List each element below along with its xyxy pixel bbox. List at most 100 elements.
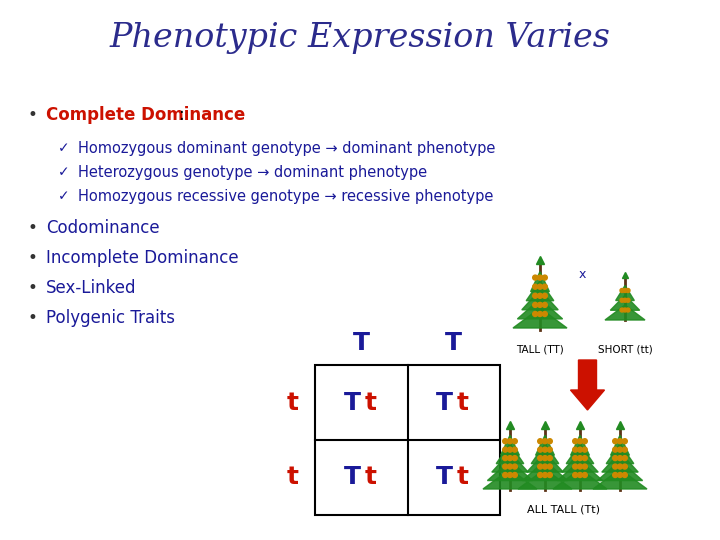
Circle shape [513, 472, 517, 477]
Text: ALL TALL (Tt): ALL TALL (Tt) [527, 505, 600, 515]
Circle shape [542, 464, 547, 469]
Circle shape [508, 456, 513, 461]
Polygon shape [602, 452, 638, 472]
Text: ✓: ✓ [58, 141, 70, 155]
Circle shape [623, 308, 627, 312]
Polygon shape [496, 444, 523, 464]
Circle shape [513, 447, 517, 452]
Circle shape [542, 275, 547, 280]
Circle shape [533, 312, 538, 316]
Text: Sex-Linked: Sex-Linked [46, 279, 137, 297]
Polygon shape [611, 435, 629, 455]
Circle shape [533, 275, 538, 280]
Circle shape [503, 447, 508, 452]
Circle shape [513, 438, 517, 444]
Circle shape [547, 456, 552, 461]
Circle shape [613, 438, 618, 444]
Circle shape [547, 472, 552, 477]
Text: •: • [28, 219, 38, 237]
Circle shape [582, 456, 588, 461]
Polygon shape [487, 461, 533, 481]
Circle shape [542, 284, 547, 289]
Text: t: t [456, 465, 469, 489]
Text: t: t [287, 465, 299, 489]
Polygon shape [593, 469, 647, 489]
Polygon shape [553, 469, 607, 489]
Text: Polygenic Traits: Polygenic Traits [46, 309, 175, 327]
Circle shape [538, 472, 543, 477]
Polygon shape [571, 435, 590, 455]
Text: Phenotypic Expression Varies: Phenotypic Expression Varies [109, 22, 611, 54]
Circle shape [626, 298, 630, 302]
Circle shape [582, 464, 588, 469]
Circle shape [538, 302, 542, 307]
Circle shape [547, 438, 552, 444]
FancyArrow shape [570, 360, 605, 410]
Text: T: T [436, 465, 454, 489]
Circle shape [572, 464, 577, 469]
Text: Homozygous dominant genotype → dominant phenotype: Homozygous dominant genotype → dominant … [78, 140, 495, 156]
Text: Codominance: Codominance [46, 219, 160, 237]
Text: T: T [353, 331, 370, 355]
Circle shape [508, 447, 513, 452]
Polygon shape [518, 469, 572, 489]
Circle shape [503, 464, 508, 469]
Text: TALL (TT): TALL (TT) [516, 345, 564, 355]
Polygon shape [518, 299, 562, 319]
Circle shape [533, 284, 538, 289]
Circle shape [547, 464, 552, 469]
Circle shape [572, 472, 577, 477]
Circle shape [620, 308, 624, 312]
Circle shape [538, 464, 543, 469]
Polygon shape [500, 435, 519, 455]
Text: Incomplete Dominance: Incomplete Dominance [46, 249, 238, 267]
Circle shape [538, 456, 543, 461]
Polygon shape [616, 286, 634, 300]
Text: T: T [343, 390, 361, 415]
Polygon shape [611, 295, 639, 310]
Text: Heterozygous genotype → dominant phenotype: Heterozygous genotype → dominant phenoty… [78, 165, 427, 179]
Circle shape [542, 302, 547, 307]
Circle shape [533, 302, 538, 307]
Circle shape [572, 447, 577, 452]
Text: •: • [28, 309, 38, 327]
Circle shape [577, 447, 582, 452]
Circle shape [542, 456, 547, 461]
Circle shape [613, 447, 618, 452]
Polygon shape [526, 281, 554, 301]
Circle shape [542, 438, 547, 444]
Bar [315, 365, 500, 515]
Text: x: x [579, 268, 586, 281]
Polygon shape [522, 290, 558, 310]
Circle shape [577, 472, 582, 477]
Text: t: t [364, 465, 377, 489]
Text: t: t [287, 390, 299, 415]
Circle shape [613, 464, 618, 469]
Polygon shape [606, 444, 634, 464]
Circle shape [622, 472, 627, 477]
Circle shape [623, 298, 627, 302]
Circle shape [582, 438, 588, 444]
Polygon shape [531, 272, 549, 292]
Circle shape [626, 308, 630, 312]
Polygon shape [483, 469, 537, 489]
Polygon shape [562, 452, 598, 472]
Circle shape [538, 447, 543, 452]
Circle shape [577, 464, 582, 469]
Circle shape [582, 447, 588, 452]
Circle shape [508, 472, 513, 477]
Circle shape [618, 447, 623, 452]
Circle shape [577, 438, 582, 444]
Text: ✓: ✓ [58, 189, 70, 203]
Text: ✓: ✓ [58, 165, 70, 179]
Polygon shape [492, 452, 528, 472]
Circle shape [542, 472, 547, 477]
Text: Homozygous recessive genotype → recessive phenotype: Homozygous recessive genotype → recessiv… [78, 188, 493, 204]
Circle shape [582, 472, 588, 477]
Circle shape [572, 438, 577, 444]
Text: t: t [364, 390, 377, 415]
Circle shape [538, 284, 542, 289]
Circle shape [538, 293, 542, 298]
Text: •: • [28, 279, 38, 297]
Circle shape [572, 456, 577, 461]
